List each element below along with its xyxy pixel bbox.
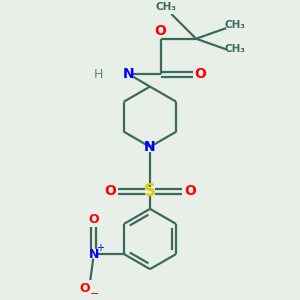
Text: O: O — [155, 24, 167, 38]
Text: H: H — [94, 68, 103, 81]
Text: N: N — [88, 248, 99, 261]
Text: O: O — [104, 184, 116, 198]
Text: −: − — [90, 289, 99, 299]
Text: O: O — [80, 282, 90, 295]
Text: O: O — [184, 184, 196, 198]
Text: +: + — [96, 243, 104, 253]
Text: N: N — [144, 140, 156, 154]
Text: O: O — [194, 67, 206, 81]
Text: CH₃: CH₃ — [155, 2, 176, 12]
Text: S: S — [144, 182, 156, 200]
Text: O: O — [88, 213, 99, 226]
Text: N: N — [123, 67, 134, 81]
Text: CH₃: CH₃ — [225, 44, 246, 54]
Text: CH₃: CH₃ — [225, 20, 246, 30]
